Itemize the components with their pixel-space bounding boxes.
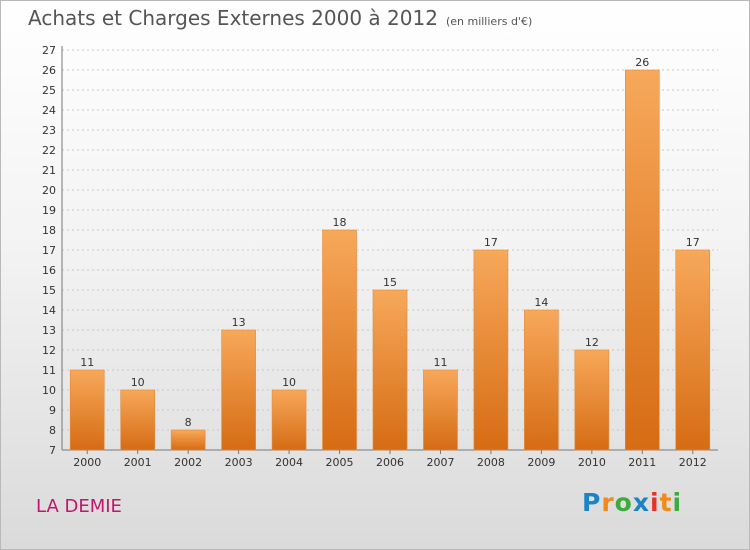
bar-value-label: 14 [534, 296, 548, 309]
bar-value-label: 26 [635, 56, 649, 69]
bar-value-label: 10 [282, 376, 296, 389]
logo-letter: o [614, 488, 633, 517]
y-tick-label: 24 [42, 104, 56, 117]
x-tick-label: 2003 [225, 456, 253, 469]
x-tick-label: 2004 [275, 456, 303, 469]
proxiti-logo: Proxiti [582, 488, 682, 517]
bar-2002 [170, 429, 206, 451]
x-tick-label: 2012 [679, 456, 707, 469]
x-tick-label: 2011 [628, 456, 656, 469]
bar-2012 [675, 249, 711, 451]
logo-letter: i [650, 488, 660, 517]
y-tick-label: 12 [42, 344, 56, 357]
bar-2005 [322, 229, 357, 451]
bar-value-label: 11 [80, 356, 94, 369]
y-tick-label: 15 [42, 284, 56, 297]
bar-value-label: 17 [484, 236, 498, 249]
bar-2010 [574, 349, 610, 451]
bars [69, 69, 711, 451]
x-tick-label: 2005 [326, 456, 354, 469]
bar-2011 [625, 69, 660, 451]
x-tick-label: 2009 [527, 456, 555, 469]
logo-letter: t [659, 488, 673, 517]
y-tick-label: 7 [49, 444, 56, 457]
chart-title: Achats et Charges Externes 2000 à 2012 (e… [28, 6, 532, 30]
y-tick-label: 14 [42, 304, 56, 317]
y-tick-label: 16 [42, 264, 56, 277]
y-tick-label: 21 [42, 164, 56, 177]
logo-letter: i [672, 488, 683, 517]
x-tick-label: 2008 [477, 456, 505, 469]
bar-2003 [221, 329, 256, 451]
y-tick-label: 8 [49, 424, 56, 437]
bar-2004 [271, 389, 307, 451]
bar-value-label: 8 [185, 416, 192, 429]
y-tick-label: 27 [42, 44, 56, 57]
y-tick-label: 19 [42, 204, 56, 217]
bar-value-label: 15 [383, 276, 397, 289]
bar-value-label: 17 [686, 236, 700, 249]
bar-2008 [473, 249, 509, 451]
y-tick-label: 25 [42, 84, 56, 97]
y-tick-label: 20 [42, 184, 56, 197]
x-tick-label: 2010 [578, 456, 606, 469]
y-tick-label: 22 [42, 144, 56, 157]
x-tick-label: 2007 [426, 456, 454, 469]
bar-value-label: 13 [232, 316, 246, 329]
y-tick-label: 13 [42, 324, 56, 337]
commune-name: LA DEMIE [36, 496, 122, 517]
bar-value-label: 10 [131, 376, 145, 389]
bar-2009 [524, 309, 559, 451]
y-tick-label: 17 [42, 244, 56, 257]
logo-letter: P [582, 488, 602, 517]
bar-2001 [120, 389, 155, 451]
x-tick-label: 2006 [376, 456, 404, 469]
y-tick-label: 18 [42, 224, 56, 237]
bar-2000 [69, 369, 105, 451]
logo-letter: x [632, 488, 650, 517]
bar-value-label: 18 [333, 216, 347, 229]
labels: 7 8 9 10 11 12 13 14 15 16 17 18 19 20 21 22 23 24 25 26 27 1… [42, 44, 707, 469]
x-tick-label: 2000 [73, 456, 101, 469]
logo-letter: r [601, 488, 615, 517]
y-tick-label: 9 [49, 404, 56, 417]
y-tick-label: 11 [42, 364, 56, 377]
y-tick-label: 10 [42, 384, 56, 397]
bar-2006 [372, 289, 408, 451]
bar-value-label: 11 [433, 356, 447, 369]
x-tick-label: 2001 [124, 456, 152, 469]
bar-2007 [423, 369, 458, 451]
bar-value-label: 12 [585, 336, 599, 349]
chart-unit-note: (en milliers d'€) [445, 15, 533, 28]
y-tick-label: 26 [42, 64, 56, 77]
y-tick-label: 23 [42, 124, 56, 137]
x-tick-label: 2002 [174, 456, 202, 469]
chart-title-text: Achats et Charges Externes 2000 à 2012 [28, 6, 438, 30]
